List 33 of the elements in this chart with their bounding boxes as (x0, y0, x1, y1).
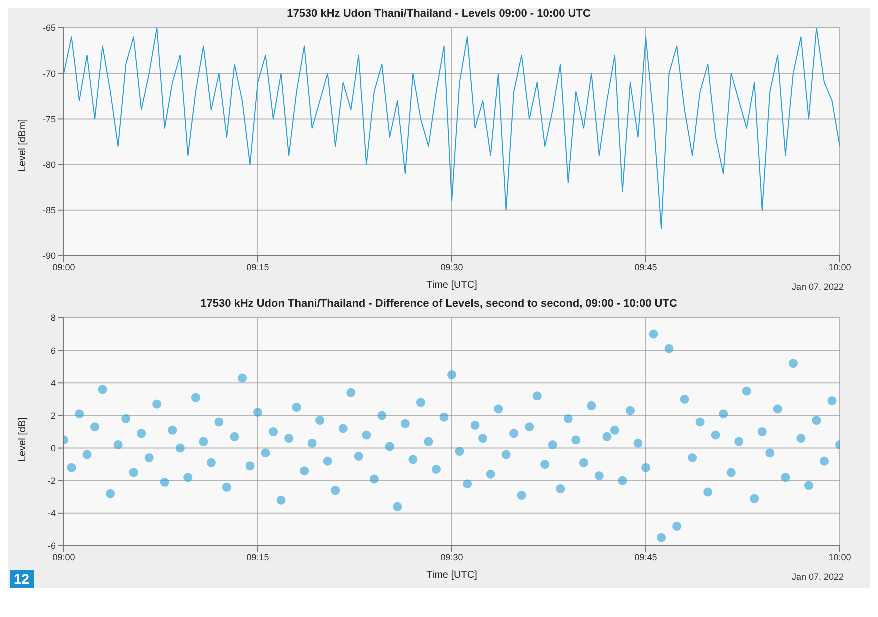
x-tick-label: 09:30 (440, 262, 464, 272)
x-tick-label: 10:00 (828, 262, 852, 272)
y-tick-label: -2 (48, 476, 56, 486)
x-tick-label: 09:45 (634, 552, 658, 562)
chart-title: 17530 kHz Udon Thani/Thailand - Levels 09:00 - 10:00 UTC (286, 8, 592, 22)
y-axis-title: Level [dB] (18, 417, 29, 462)
x-tick-label: 09:15 (246, 552, 270, 562)
x-tick-label: 09:30 (440, 552, 464, 562)
y-tick-label: 4 (50, 378, 56, 388)
y-tick-label: -70 (42, 68, 56, 79)
y-tick-label: -80 (42, 160, 56, 170)
y-tick-label: 2 (50, 410, 56, 421)
text: Jan 07, 2022 (792, 572, 844, 582)
y-tick-label: -65 (42, 23, 56, 34)
y-tick-label: -75 (42, 114, 56, 124)
y-tick-label: -4 (48, 508, 56, 519)
x-tick-label: 09:00 (52, 552, 76, 562)
x-axis-title: Time [UTC] (426, 570, 478, 581)
x-tick-label: 09:45 (634, 262, 658, 272)
y-tick-label: 0 (50, 443, 56, 454)
y-tick-label: 6 (50, 346, 56, 356)
x-tick-label: 10:00 (828, 552, 852, 562)
x-tick-label: 09:15 (246, 262, 270, 272)
y-tick-label: -6 (48, 541, 56, 552)
x-tick-label: 09:00 (52, 262, 76, 272)
y-tick-label: 8 (50, 313, 56, 324)
x-axis-title: Time [UTC] (426, 280, 478, 291)
y-axis-title: Level [dBm] (18, 118, 29, 172)
y-tick-label: -90 (42, 251, 56, 262)
text: 12 (10, 570, 34, 588)
text: Jan 07, 2022 (792, 282, 844, 292)
y-tick-label: -85 (42, 206, 56, 216)
chart-title: 17530 kHz Udon Thani/Thailand - Difference of Levels, second to second, 09:00 - 10:00 UTC (200, 298, 678, 312)
